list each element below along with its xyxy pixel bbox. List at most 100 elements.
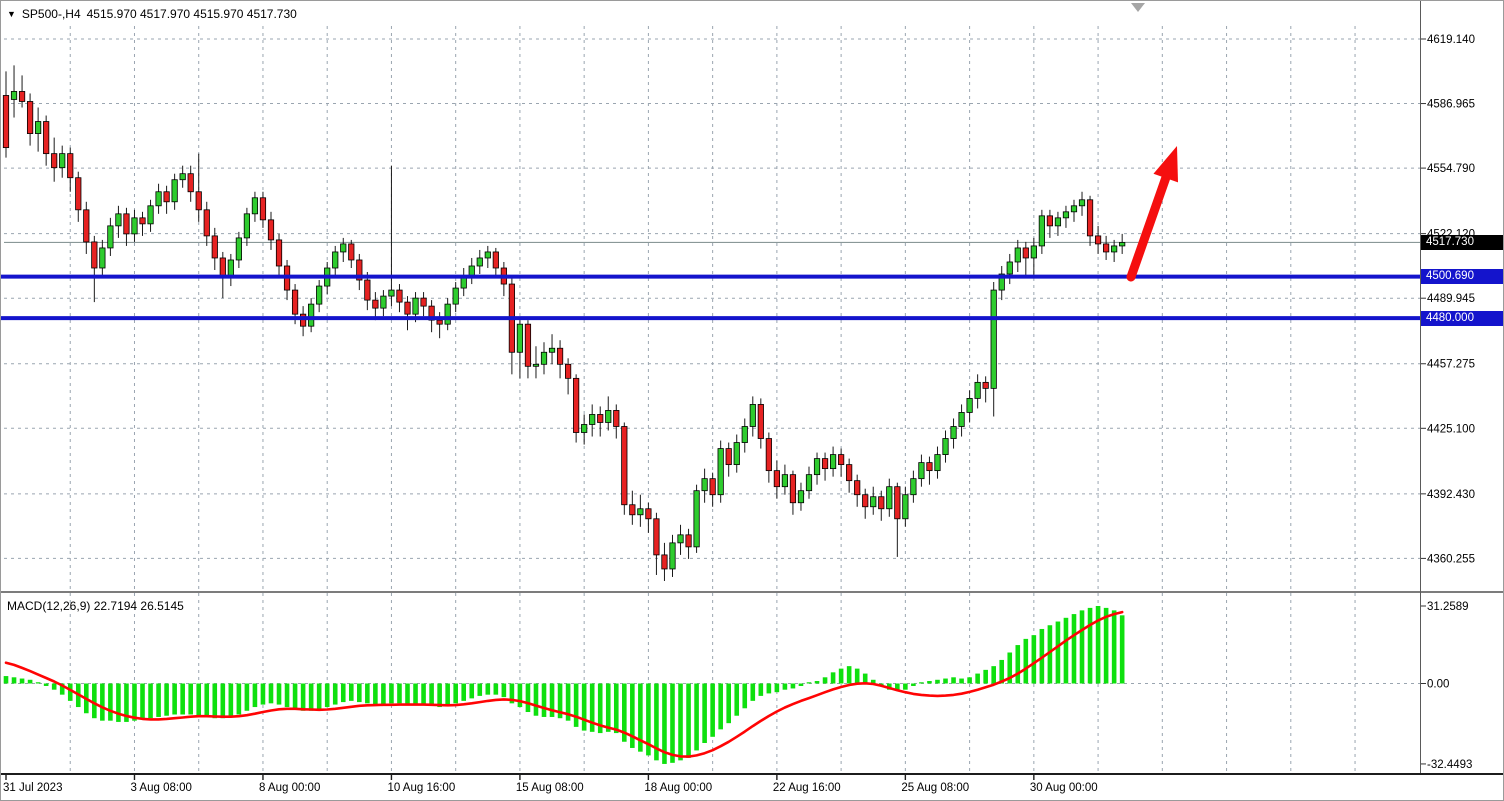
candle-body [797, 490, 805, 504]
macd-histogram-bar [501, 683, 507, 698]
candle-body [26, 101, 34, 134]
candle-body [613, 410, 620, 427]
macd-histogram-bar [646, 683, 651, 756]
time-axis[interactable]: 31 Jul 2023 3 Aug 08:00 8 Aug 00:00 10 Aug … [3, 775, 1098, 794]
candle-body [1038, 215, 1045, 247]
candles-layer [2, 65, 1126, 581]
macd-histogram-bar [589, 683, 595, 732]
time-axis-label: 8 Aug 00:00 [259, 782, 320, 794]
macd-histogram-bar [469, 683, 475, 699]
macd-histogram-bar [678, 683, 683, 761]
price-axis-label: 4392.430 [1427, 489, 1475, 501]
candle-body [67, 153, 74, 179]
macd-histogram-bar [662, 683, 667, 764]
buy-arrow-shaft[interactable] [1126, 167, 1173, 282]
candle-body [91, 241, 98, 269]
candle-body [926, 462, 933, 472]
macd-histogram-bar [1031, 635, 1037, 684]
macd-histogram-bar [782, 683, 788, 690]
ohlc-values: 4515.970 4517.970 4515.970 4517.730 [86, 7, 297, 21]
candle-body [300, 313, 307, 327]
macd-histogram-bar [92, 683, 97, 719]
macd-histogram-bar [1047, 625, 1053, 684]
chart-header: ▼ SP500-,H4 4515.970 4517.970 4515.970 4… [7, 7, 297, 21]
macd-histogram-bar [196, 683, 202, 716]
candle-body [380, 295, 387, 309]
candle-body [886, 486, 893, 510]
candle-body [348, 243, 355, 261]
candle-body [235, 237, 242, 261]
panel-divider[interactable] [1, 591, 1503, 593]
symbol-period-label: SP500-,H4 [21, 7, 81, 21]
candle-body [573, 377, 580, 433]
candle-body [749, 404, 756, 427]
macd-histogram-bar [1111, 610, 1117, 684]
candle-body [990, 289, 997, 389]
macd-histogram-bar [903, 683, 908, 690]
candle-body [918, 462, 925, 480]
macd-histogram-bar [1095, 606, 1101, 684]
candle-body [902, 494, 909, 520]
candle-body [163, 191, 170, 203]
candle-body [565, 363, 572, 379]
macd-histogram-bar [919, 682, 924, 684]
macd-histogram-bar [389, 683, 394, 704]
macd-histogram-bar [622, 683, 627, 742]
candle-body [99, 247, 106, 269]
candle-body [316, 285, 323, 305]
candle-body [1046, 215, 1053, 227]
macd-histogram-bar [35, 682, 41, 684]
macd-histogram-bar [509, 683, 515, 704]
candle-body [404, 301, 411, 315]
macd-histogram-bar [292, 683, 298, 710]
candle-body [789, 474, 797, 504]
macd-histogram-bar [694, 683, 699, 751]
macd-histogram-bar [236, 683, 242, 715]
macd-histogram-bar [525, 683, 531, 713]
candle-body [894, 486, 901, 520]
macd-histogram-bar [638, 683, 643, 752]
macd-histogram-bar [967, 677, 972, 684]
macd-signal-line [4, 610, 1124, 758]
macd-histogram-bar [798, 683, 804, 686]
candle-body [693, 490, 700, 548]
candle-body [267, 219, 275, 241]
candle-body [18, 91, 26, 102]
macd-histogram-bar [1015, 645, 1021, 684]
macd-histogram-bar [927, 681, 932, 684]
macd-histogram-bar [718, 683, 723, 730]
candle-body [211, 235, 218, 259]
macd-histogram-bar [421, 683, 426, 705]
macd-histogram-bar [116, 683, 121, 722]
candle-body [1062, 211, 1070, 219]
buy-arrow-head-icon[interactable] [1153, 146, 1179, 183]
candle-body [725, 448, 732, 466]
macd-histogram-bar [517, 683, 523, 708]
chart-shift-marker-icon[interactable] [1131, 3, 1145, 12]
macd-histogram-bar [284, 683, 290, 708]
candle-body [757, 404, 764, 439]
time-axis-label: 15 Aug 08:00 [516, 782, 584, 794]
candle-body [717, 448, 724, 496]
candle-body [846, 464, 853, 482]
candle-body [43, 121, 50, 155]
candle-body [187, 173, 194, 193]
candle-body [733, 442, 740, 466]
macd-histogram-bar [276, 683, 282, 705]
macd-panel[interactable] [3, 606, 1125, 764]
candle-body [773, 470, 780, 488]
time-axis-label: 10 Aug 16:00 [387, 782, 455, 794]
macd-histogram-bar [204, 683, 210, 717]
candle-body [661, 554, 668, 570]
macd-indicator-header: MACD(12,26,9) 22.7194 26.5145 [7, 599, 184, 613]
candle-body [605, 410, 612, 423]
price-axis[interactable]: 4619.1404586.9654554.7904522.1204489.945… [1420, 34, 1475, 771]
macd-histogram-bar [630, 683, 635, 748]
macd-histogram-bar [983, 669, 988, 684]
macd-histogram-bar [397, 683, 402, 704]
symbol-marker-icon[interactable]: ▼ [7, 9, 16, 19]
macd-histogram-bar [357, 683, 362, 703]
candle-body [540, 351, 548, 365]
